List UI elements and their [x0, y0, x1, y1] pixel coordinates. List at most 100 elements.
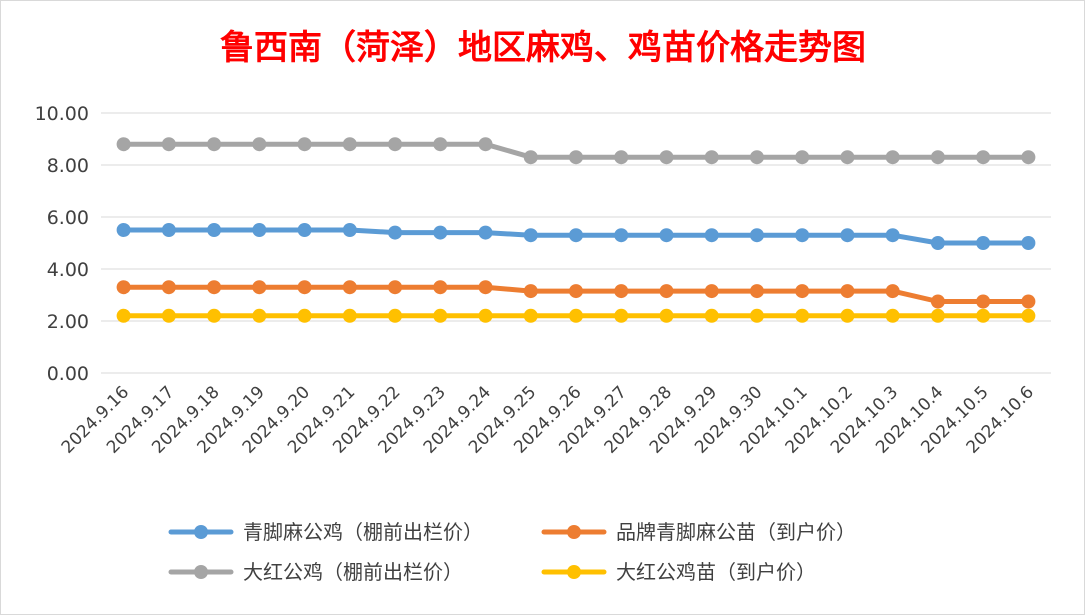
- y-tick-label: 6.00: [47, 207, 89, 229]
- data-point: [207, 280, 222, 295]
- data-point: [569, 150, 583, 165]
- data-point: [840, 228, 855, 243]
- data-point: [704, 284, 719, 299]
- data-point: [388, 280, 403, 295]
- y-tick-label: 0.00: [47, 363, 89, 385]
- data-point: [297, 280, 312, 295]
- data-point: [704, 228, 719, 243]
- data-point: [523, 228, 538, 243]
- data-point: [659, 150, 674, 165]
- data-point: [840, 308, 855, 323]
- data-point: [388, 137, 403, 152]
- series-2: [116, 137, 1036, 165]
- data-point: [1021, 308, 1036, 323]
- data-point: [569, 228, 583, 243]
- series-1: [116, 280, 1036, 309]
- data-point: [388, 225, 403, 240]
- legend-swatch-marker: [567, 525, 581, 539]
- data-point: [433, 225, 448, 240]
- data-point: [795, 284, 810, 299]
- data-point: [749, 150, 764, 165]
- legend: 青脚麻公鸡（棚前出栏价） 品牌青脚麻公苗（到户价） 大红公鸡（棚前出栏价） 大红公鸡苗…: [168, 520, 856, 584]
- data-point: [478, 225, 493, 240]
- data-point: [478, 280, 493, 295]
- legend-label: 大红公鸡（棚前出栏价）: [243, 560, 463, 584]
- data-point: [840, 150, 855, 165]
- legend-label: 品牌青脚麻公苗（到户价）: [616, 520, 856, 544]
- y-axis-tick-labels: 0.00 2.00 4.00 6.00 8.00 10.00: [35, 103, 89, 385]
- data-point: [478, 308, 493, 323]
- data-point: [614, 284, 629, 299]
- data-point: [161, 280, 176, 295]
- data-point: [976, 294, 991, 309]
- data-point: [342, 308, 357, 323]
- data-point: [749, 228, 764, 243]
- data-point: [749, 284, 764, 299]
- data-point: [433, 308, 448, 323]
- data-point: [1021, 150, 1036, 165]
- legend-item: 青脚麻公鸡（棚前出栏价）: [168, 520, 483, 544]
- data-point: [297, 137, 312, 152]
- data-point: [659, 308, 674, 323]
- data-point: [930, 150, 945, 165]
- data-point: [1021, 236, 1036, 250]
- data-point: [659, 284, 674, 299]
- data-point: [614, 150, 629, 165]
- data-point: [614, 228, 629, 243]
- legend-item: 品牌青脚麻公苗（到户价）: [541, 520, 856, 544]
- series-3: [116, 308, 1036, 323]
- data-point: [207, 308, 222, 323]
- legend-label: 大红公鸡苗（到户价）: [616, 560, 816, 584]
- x-axis-tick-labels: 2024.9.162024.9.172024.9.182024.9.192024…: [58, 382, 1038, 457]
- data-point: [749, 308, 764, 323]
- data-point: [207, 137, 222, 152]
- data-point: [161, 308, 176, 323]
- data-point: [659, 228, 674, 243]
- data-point: [885, 308, 900, 323]
- y-tick-label: 2.00: [47, 311, 89, 333]
- data-point: [885, 284, 900, 299]
- data-point: [252, 137, 267, 152]
- legend-swatch-marker: [194, 565, 208, 579]
- data-point: [795, 228, 810, 243]
- legend-swatch-marker: [567, 565, 581, 579]
- data-point: [342, 280, 357, 295]
- series-lines: [116, 137, 1036, 323]
- data-point: [523, 284, 538, 299]
- data-point: [1021, 294, 1036, 309]
- data-point: [161, 137, 176, 152]
- data-point: [433, 280, 448, 295]
- data-point: [930, 236, 945, 250]
- data-point: [297, 308, 312, 323]
- data-point: [885, 228, 900, 243]
- data-point: [976, 236, 991, 250]
- data-point: [252, 308, 267, 323]
- data-point: [930, 294, 945, 309]
- data-point: [795, 308, 810, 323]
- data-point: [885, 150, 900, 165]
- series-0: [116, 223, 1036, 250]
- legend-item: 大红公鸡苗（到户价）: [541, 560, 816, 584]
- data-point: [840, 284, 855, 299]
- data-point: [116, 223, 131, 237]
- data-point: [976, 308, 991, 323]
- data-point: [614, 308, 629, 323]
- data-point: [569, 308, 583, 323]
- data-point: [207, 223, 222, 237]
- y-tick-label: 10.00: [35, 103, 89, 125]
- data-point: [297, 223, 312, 237]
- y-tick-label: 4.00: [47, 259, 89, 281]
- data-point: [523, 308, 538, 323]
- data-point: [252, 280, 267, 295]
- chart-title: 鲁西南（菏泽）地区麻鸡、鸡苗价格走势图: [220, 28, 866, 68]
- data-point: [388, 308, 403, 323]
- data-point: [433, 137, 448, 152]
- legend-item: 大红公鸡（棚前出栏价）: [168, 560, 463, 584]
- data-point: [523, 150, 538, 165]
- y-tick-label: 8.00: [47, 155, 89, 177]
- data-point: [342, 223, 357, 237]
- data-point: [161, 223, 176, 237]
- legend-label: 青脚麻公鸡（棚前出栏价）: [243, 520, 483, 544]
